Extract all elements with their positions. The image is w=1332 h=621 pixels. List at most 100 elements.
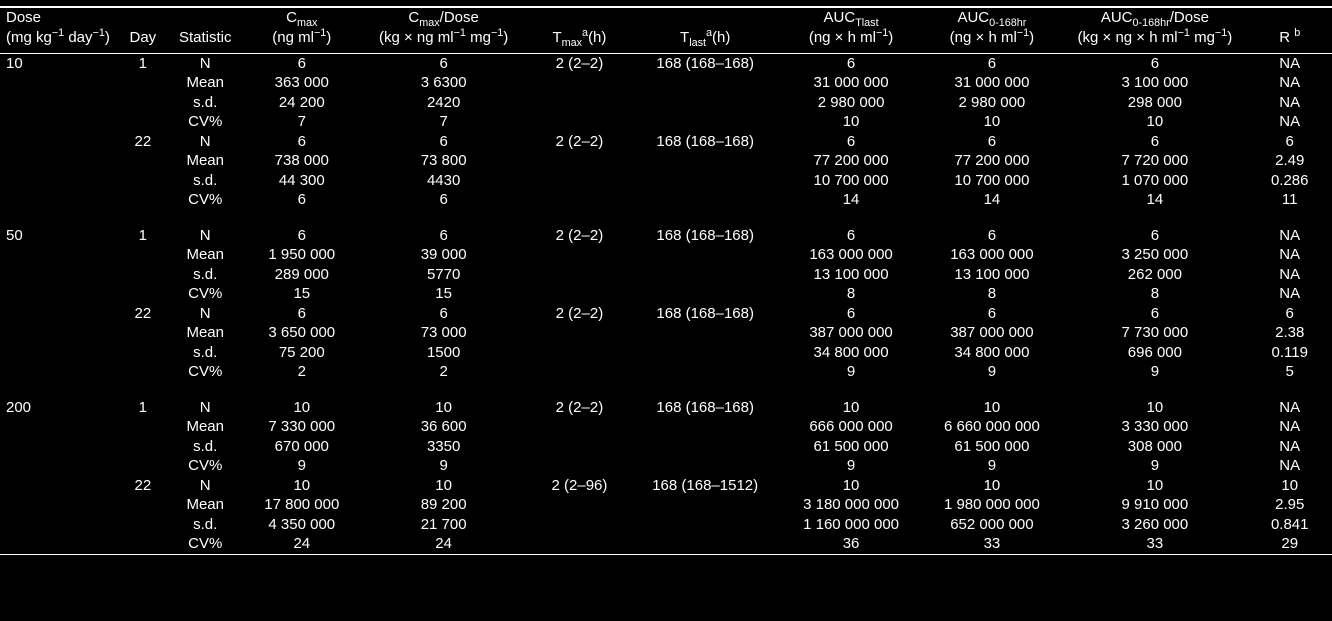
cell-tlast — [630, 171, 781, 191]
cell-auc-168: 652 000 000 — [921, 515, 1062, 535]
cell-r: 0.286 — [1247, 171, 1332, 191]
cell-tlast — [630, 343, 781, 363]
cell-tmax — [529, 93, 630, 113]
cell-statistic: Mean — [165, 323, 245, 343]
cell-tmax — [529, 362, 630, 382]
cell-auc-dose: 6 — [1062, 304, 1247, 324]
cell-auc-168: 13 100 000 — [921, 265, 1062, 285]
hdr-dose: Dose(mg kg−1 day−1) — [0, 7, 121, 53]
cell-auc-dose: 6 — [1062, 53, 1247, 73]
cell-dose — [0, 362, 121, 382]
cell-tlast — [630, 265, 781, 285]
cell-day — [121, 93, 165, 113]
cell-dose — [0, 476, 121, 496]
cell-cmax-dose: 6 — [358, 304, 529, 324]
cell-auc-168: 1 980 000 000 — [921, 495, 1062, 515]
cell-auc-dose: 3 100 000 — [1062, 73, 1247, 93]
cell-dose: 10 — [0, 53, 121, 73]
cell-tlast — [630, 112, 781, 132]
cell-dose — [0, 343, 121, 363]
hdr-auc168: AUC0-168hr(ng × h ml−1) — [921, 7, 1062, 53]
cell-day — [121, 265, 165, 285]
cell-statistic: N — [165, 304, 245, 324]
cell-dose — [0, 190, 121, 210]
table-row: 101N662 (2–2)168 (168–168)666NA — [0, 53, 1332, 73]
cell-tlast: 168 (168–168) — [630, 226, 781, 246]
cell-auc-168: 10 — [921, 112, 1062, 132]
cell-cmax-dose: 4430 — [358, 171, 529, 191]
cell-tmax — [529, 534, 630, 554]
cell-auc-tlast: 2 980 000 — [781, 93, 922, 113]
cell-statistic: s.d. — [165, 171, 245, 191]
cell-auc-dose: 7 730 000 — [1062, 323, 1247, 343]
cell-r: NA — [1247, 265, 1332, 285]
cell-dose — [0, 245, 121, 265]
cell-auc-dose: 10 — [1062, 112, 1247, 132]
cell-cmax: 7 — [245, 112, 358, 132]
cell-tmax — [529, 343, 630, 363]
cell-auc-dose: 308 000 — [1062, 437, 1247, 457]
cell-cmax-dose: 6 — [358, 53, 529, 73]
cell-auc-tlast: 6 — [781, 132, 922, 152]
cell-auc-dose: 8 — [1062, 284, 1247, 304]
cell-day: 1 — [121, 53, 165, 73]
cell-dose — [0, 112, 121, 132]
cell-tmax — [529, 190, 630, 210]
cell-cmax-dose: 73 000 — [358, 323, 529, 343]
cell-auc-dose: 9 — [1062, 456, 1247, 476]
cell-dose — [0, 495, 121, 515]
table-body: 101N662 (2–2)168 (168–168)666NAMean363 0… — [0, 53, 1332, 554]
cell-auc-tlast: 13 100 000 — [781, 265, 922, 285]
table-row: s.d.44 300443010 700 00010 700 0001 070 … — [0, 171, 1332, 191]
cell-r: NA — [1247, 417, 1332, 437]
cell-statistic: s.d. — [165, 265, 245, 285]
cell-dose — [0, 132, 121, 152]
cell-statistic: CV% — [165, 456, 245, 476]
cell-cmax: 17 800 000 — [245, 495, 358, 515]
cell-tmax — [529, 417, 630, 437]
table-row: Mean3 650 00073 000387 000 000387 000 00… — [0, 323, 1332, 343]
cell-r: 0.119 — [1247, 343, 1332, 363]
cell-auc-dose: 9 910 000 — [1062, 495, 1247, 515]
cell-auc-tlast: 61 500 000 — [781, 437, 922, 457]
cell-statistic: Mean — [165, 245, 245, 265]
cell-tlast — [630, 73, 781, 93]
cell-r: 29 — [1247, 534, 1332, 554]
cell-tmax: 2 (2–2) — [529, 398, 630, 418]
cell-cmax-dose: 15 — [358, 284, 529, 304]
cell-statistic: Mean — [165, 417, 245, 437]
hdr-tlast: Tlasta(h) — [630, 7, 781, 53]
cell-auc-tlast: 6 — [781, 226, 922, 246]
cell-statistic: N — [165, 476, 245, 496]
cell-auc-tlast: 34 800 000 — [781, 343, 922, 363]
hdr-tmax: Tmaxa(h) — [529, 7, 630, 53]
cell-auc-168: 2 980 000 — [921, 93, 1062, 113]
cell-auc-dose: 6 — [1062, 226, 1247, 246]
cell-cmax-dose: 9 — [358, 456, 529, 476]
cell-tmax: 2 (2–2) — [529, 132, 630, 152]
cell-auc-168: 10 700 000 — [921, 171, 1062, 191]
cell-tlast — [630, 245, 781, 265]
cell-auc-dose: 33 — [1062, 534, 1247, 554]
cell-day — [121, 73, 165, 93]
cell-dose — [0, 323, 121, 343]
cell-tmax — [529, 437, 630, 457]
cell-day: 1 — [121, 226, 165, 246]
cell-cmax-dose: 89 200 — [358, 495, 529, 515]
cell-dose — [0, 515, 121, 535]
cell-day — [121, 515, 165, 535]
table-row: 501N662 (2–2)168 (168–168)666NA — [0, 226, 1332, 246]
cell-tlast: 168 (168–1512) — [630, 476, 781, 496]
cell-tmax: 2 (2–2) — [529, 53, 630, 73]
cell-cmax: 4 350 000 — [245, 515, 358, 535]
cell-cmax-dose: 3350 — [358, 437, 529, 457]
hdr-cmax: Cmax(ng ml−1) — [245, 7, 358, 53]
cell-auc-tlast: 77 200 000 — [781, 151, 922, 171]
cell-auc-168: 10 — [921, 476, 1062, 496]
cell-day — [121, 190, 165, 210]
cell-tmax — [529, 265, 630, 285]
cell-tmax — [529, 73, 630, 93]
cell-day — [121, 151, 165, 171]
cell-auc-168: 31 000 000 — [921, 73, 1062, 93]
cell-tmax — [529, 151, 630, 171]
